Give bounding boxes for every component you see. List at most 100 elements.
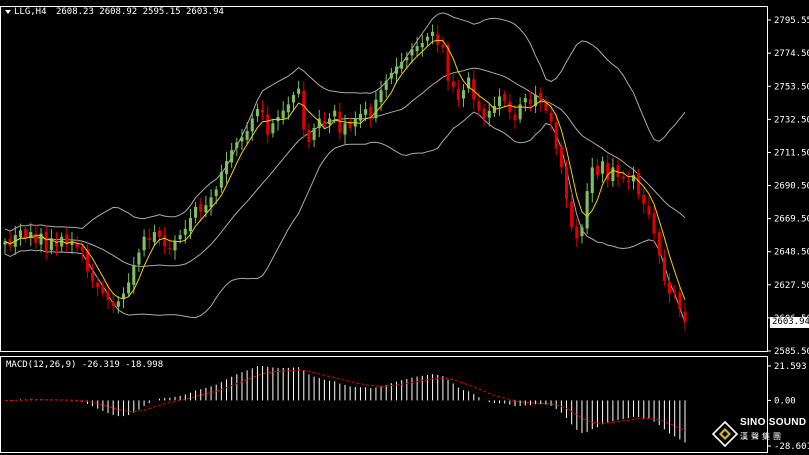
candle[interactable] <box>678 287 682 318</box>
candle[interactable] <box>441 37 445 53</box>
candle[interactable] <box>224 151 229 184</box>
candle[interactable] <box>158 226 162 246</box>
candle[interactable] <box>410 42 414 64</box>
candle[interactable] <box>456 79 460 108</box>
candle[interactable] <box>683 302 687 331</box>
candle[interactable] <box>637 168 641 200</box>
candle[interactable] <box>590 158 594 203</box>
candle[interactable] <box>266 105 270 144</box>
candle[interactable] <box>312 123 316 147</box>
candle[interactable] <box>194 201 198 224</box>
candle[interactable] <box>564 160 569 209</box>
candle[interactable] <box>580 224 584 244</box>
candle[interactable] <box>286 96 290 120</box>
candle[interactable] <box>668 272 672 303</box>
candle[interactable] <box>111 292 115 313</box>
candle[interactable] <box>96 276 100 297</box>
candle[interactable] <box>261 100 265 121</box>
candle[interactable] <box>394 57 399 84</box>
candles[interactable] <box>3 24 687 331</box>
candle[interactable] <box>348 117 352 132</box>
candle[interactable] <box>642 187 646 214</box>
candle[interactable] <box>358 104 362 128</box>
candle[interactable] <box>137 248 141 272</box>
candle[interactable] <box>467 72 471 93</box>
candle[interactable] <box>214 185 218 205</box>
candle[interactable] <box>322 111 326 129</box>
candle[interactable] <box>271 118 275 138</box>
candle[interactable] <box>235 137 239 157</box>
candle[interactable] <box>24 224 28 244</box>
candle[interactable] <box>420 34 424 57</box>
candle[interactable] <box>18 223 22 246</box>
candle[interactable] <box>652 205 656 242</box>
candle[interactable] <box>70 232 74 254</box>
candle[interactable] <box>400 52 404 74</box>
candle[interactable] <box>544 95 548 114</box>
candle[interactable] <box>513 105 517 130</box>
candle[interactable] <box>230 143 234 168</box>
candle[interactable] <box>477 92 481 117</box>
candle[interactable] <box>80 243 84 261</box>
candle[interactable] <box>29 223 33 246</box>
candle[interactable] <box>132 256 136 294</box>
candle[interactable] <box>317 109 321 138</box>
candle[interactable] <box>291 91 296 112</box>
candle[interactable] <box>595 159 599 180</box>
candle[interactable] <box>199 197 203 221</box>
candle[interactable] <box>451 72 455 93</box>
candle[interactable] <box>209 189 213 216</box>
candle[interactable] <box>106 283 110 309</box>
candle[interactable] <box>85 240 89 278</box>
candle[interactable] <box>384 74 388 98</box>
candle[interactable] <box>673 284 677 300</box>
candle[interactable] <box>539 87 543 112</box>
candle[interactable] <box>487 104 491 127</box>
candle[interactable] <box>343 114 347 144</box>
candle[interactable] <box>44 225 48 260</box>
candle[interactable] <box>523 93 527 112</box>
candle[interactable] <box>503 90 507 108</box>
candle[interactable] <box>127 273 131 297</box>
candle[interactable] <box>436 24 440 53</box>
candle[interactable] <box>219 164 223 193</box>
candle[interactable] <box>116 296 120 314</box>
candle[interactable] <box>585 183 589 235</box>
candle[interactable] <box>611 158 615 187</box>
candle[interactable] <box>405 51 409 69</box>
candle[interactable] <box>570 191 574 231</box>
candle[interactable] <box>142 229 146 257</box>
candle[interactable] <box>39 228 43 253</box>
candle[interactable] <box>297 80 301 98</box>
candle[interactable] <box>54 232 59 256</box>
candle[interactable] <box>245 121 249 145</box>
candle[interactable] <box>498 88 502 116</box>
candle[interactable] <box>662 249 666 286</box>
candle[interactable] <box>91 263 95 289</box>
candle[interactable] <box>240 128 244 150</box>
candle[interactable] <box>446 41 450 91</box>
candle[interactable] <box>302 81 306 139</box>
candle[interactable] <box>575 219 579 248</box>
candle[interactable] <box>173 235 177 260</box>
candle[interactable] <box>472 70 476 110</box>
candle[interactable] <box>559 141 563 174</box>
candle[interactable] <box>147 228 151 250</box>
dropdown-triangle-icon[interactable] <box>5 9 11 14</box>
candle[interactable] <box>374 91 378 123</box>
candle[interactable] <box>255 103 259 122</box>
candle[interactable] <box>549 103 553 131</box>
candle[interactable] <box>482 103 486 127</box>
candle[interactable] <box>8 231 12 252</box>
candle[interactable] <box>518 97 522 123</box>
candle[interactable] <box>152 224 156 246</box>
candle[interactable] <box>328 113 332 134</box>
candle[interactable] <box>183 219 187 244</box>
candle[interactable] <box>415 36 419 57</box>
candle[interactable] <box>616 159 620 187</box>
candle[interactable] <box>626 171 630 191</box>
candle[interactable] <box>534 85 538 114</box>
candle[interactable] <box>101 280 105 297</box>
candle[interactable] <box>34 224 38 249</box>
candle[interactable] <box>168 238 172 256</box>
